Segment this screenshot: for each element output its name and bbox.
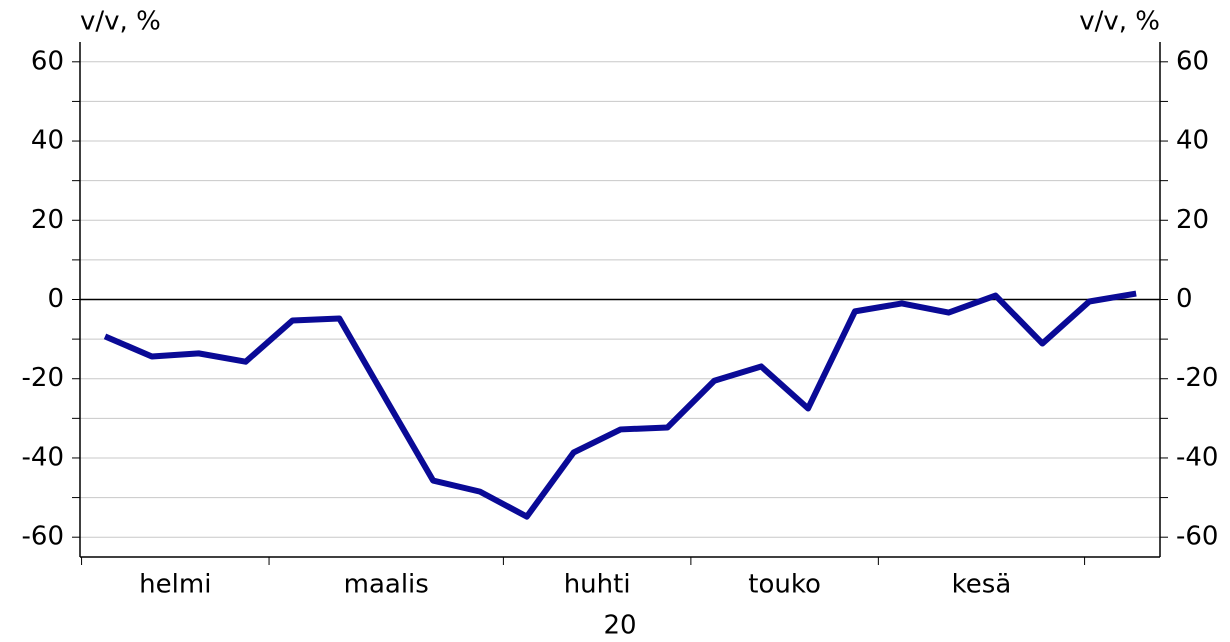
data-line <box>103 290 1137 520</box>
y-tick-label: -40 <box>1176 442 1218 472</box>
y-tick-label: 40 <box>1176 126 1209 156</box>
y-axis-label-right: v/v, % <box>1079 7 1160 37</box>
y-tick-label: 0 <box>1176 284 1193 314</box>
y-tick-label: -20 <box>22 363 64 393</box>
y-tick-label: 20 <box>1176 205 1209 235</box>
y-tick-label: 40 <box>31 126 64 156</box>
y-axis-label-left: v/v, % <box>80 7 161 37</box>
y-tick-label: 0 <box>47 284 64 314</box>
y-tick-label: -60 <box>1176 522 1218 552</box>
y-tick-label: -60 <box>22 522 64 552</box>
y-tick-label: -20 <box>1176 363 1218 393</box>
y-tick-label: 60 <box>1176 46 1209 76</box>
y-tick-label: -40 <box>22 442 64 472</box>
x-tick-label: kesä <box>952 570 1012 600</box>
year-label: 20 <box>603 611 636 641</box>
x-tick-label: huhti <box>564 570 631 600</box>
x-tick-label: touko <box>748 570 821 600</box>
x-tick-label: maalis <box>344 570 429 600</box>
x-tick-label: helmi <box>139 570 211 600</box>
y-tick-label: 60 <box>31 46 64 76</box>
y-tick-label: 20 <box>31 205 64 235</box>
